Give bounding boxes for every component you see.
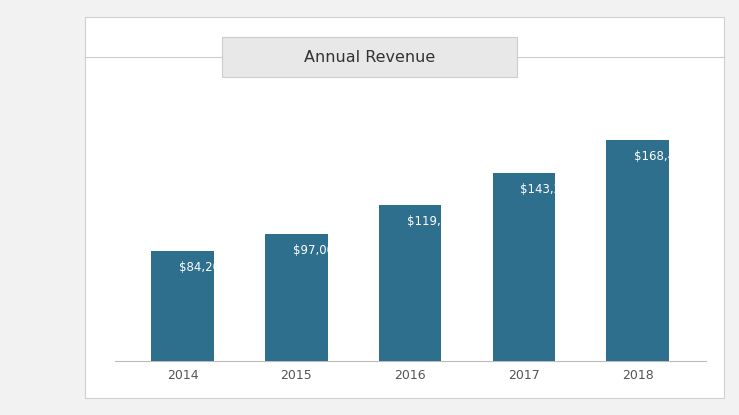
- Bar: [493, 173, 555, 361]
- Text: $168,400: $168,400: [634, 150, 690, 163]
- Bar: [606, 140, 669, 361]
- Text: $84,200: $84,200: [180, 261, 228, 273]
- Bar: [151, 251, 214, 361]
- Text: $119,100: $119,100: [406, 215, 463, 228]
- Text: Annual Revenue: Annual Revenue: [304, 49, 435, 65]
- Bar: [265, 234, 327, 361]
- Bar: [379, 205, 441, 361]
- Text: $143,200: $143,200: [520, 183, 576, 196]
- Text: $97,000: $97,000: [293, 244, 341, 257]
